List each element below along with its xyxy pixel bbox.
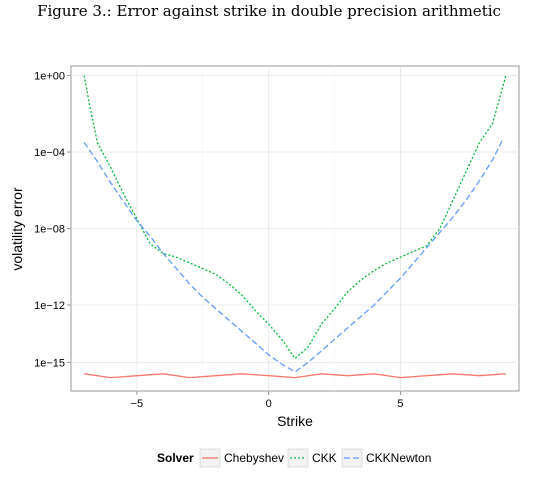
x-axis-title: Strike bbox=[277, 413, 313, 429]
legend-key-chebyshev bbox=[199, 448, 221, 468]
y-axis-ticks: 1e+00 1e−04 1e−08 1e−12 1e−15 bbox=[34, 71, 71, 369]
x-axis-ticks: −5 0 5 bbox=[131, 391, 403, 410]
legend: Solver Chebyshev CKK CKKNewton bbox=[157, 448, 431, 468]
legend-key-ckk bbox=[287, 448, 309, 468]
x-tick-label: 0 bbox=[266, 398, 272, 410]
y-tick-label: 1e−08 bbox=[34, 224, 65, 236]
y-tick-label: 1e−15 bbox=[34, 357, 65, 369]
grid-lines bbox=[71, 66, 519, 391]
legend-key-ckknewton bbox=[341, 448, 363, 468]
series-line-chebyshev bbox=[84, 373, 506, 379]
figure-caption: Figure 3.: Error against strike in doubl… bbox=[37, 2, 501, 20]
series-layer bbox=[83, 75, 507, 379]
legend-label: Chebyshev bbox=[224, 451, 284, 465]
legend-label: CKK bbox=[312, 451, 337, 465]
series-line-ckk bbox=[83, 75, 507, 360]
legend-title: Solver bbox=[157, 451, 194, 465]
legend-label: CKKNewton bbox=[366, 451, 431, 465]
y-tick-label: 1e−04 bbox=[34, 147, 65, 159]
y-axis-title: volatility error bbox=[9, 187, 25, 271]
y-tick-label: 1e−12 bbox=[34, 300, 65, 312]
y-tick-label: 1e+00 bbox=[34, 71, 65, 83]
x-tick-label: 5 bbox=[397, 398, 403, 410]
x-tick-label: −5 bbox=[131, 398, 144, 410]
series-line-ckknewton bbox=[83, 138, 504, 373]
